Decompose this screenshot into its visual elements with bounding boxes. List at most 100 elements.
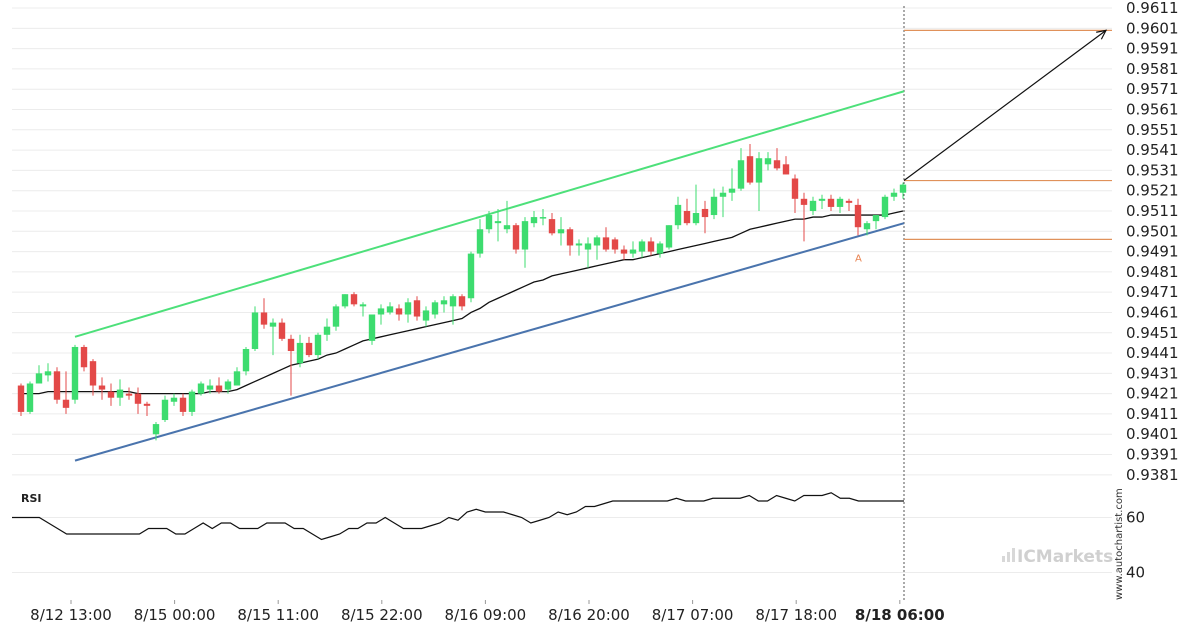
candle bbox=[692, 184, 700, 226]
price-tick-label: 0.9531 bbox=[1126, 161, 1179, 179]
candle-body bbox=[494, 221, 502, 224]
candle-body bbox=[125, 393, 133, 396]
price-tick-label: 0.9471 bbox=[1126, 283, 1179, 301]
candle bbox=[359, 302, 367, 317]
candle-body bbox=[854, 204, 862, 228]
candle-body bbox=[593, 237, 601, 246]
candle-body bbox=[278, 322, 286, 339]
level-lines bbox=[904, 29, 1112, 240]
candle bbox=[584, 237, 592, 268]
candle-body bbox=[557, 229, 565, 234]
price-tick-label: 0.9441 bbox=[1126, 344, 1179, 362]
candle bbox=[323, 318, 331, 341]
candle bbox=[269, 318, 277, 356]
candle bbox=[845, 198, 853, 211]
candle bbox=[809, 196, 817, 216]
candle-body bbox=[296, 342, 304, 364]
candle-body bbox=[827, 198, 835, 207]
candle bbox=[152, 422, 160, 441]
candle-body bbox=[467, 253, 475, 299]
candle bbox=[44, 363, 52, 382]
candle bbox=[53, 367, 61, 404]
candle-body bbox=[458, 296, 466, 307]
candle bbox=[170, 393, 178, 406]
price-tick-label: 0.9481 bbox=[1126, 263, 1179, 281]
candle bbox=[71, 344, 79, 404]
forecast-arrow bbox=[903, 29, 1108, 182]
candle-body bbox=[197, 383, 205, 394]
time-tick-label: 8/18 06:00 bbox=[855, 606, 945, 624]
candle-body bbox=[764, 158, 772, 165]
price-tick-label: 0.9391 bbox=[1126, 446, 1179, 464]
candle-body bbox=[179, 397, 187, 412]
watermark: www.autochartist.com bbox=[1114, 488, 1125, 600]
candle bbox=[332, 304, 340, 331]
candle bbox=[872, 215, 880, 230]
candle-body bbox=[413, 300, 421, 317]
candle bbox=[854, 198, 862, 236]
candle-body bbox=[161, 399, 169, 421]
candle bbox=[647, 237, 655, 256]
candle bbox=[611, 237, 619, 254]
candle bbox=[566, 227, 574, 256]
lower-channel-line bbox=[74, 222, 905, 462]
candle bbox=[728, 168, 736, 201]
moving-average-line bbox=[21, 210, 904, 395]
candle-body bbox=[260, 312, 268, 325]
price-tick-label: 0.9451 bbox=[1126, 324, 1179, 342]
candle-body bbox=[809, 200, 817, 211]
candle-body bbox=[17, 385, 25, 412]
candle-body bbox=[890, 192, 898, 197]
candle bbox=[278, 318, 286, 341]
candle bbox=[755, 152, 763, 211]
price-tick-label: 0.9541 bbox=[1126, 141, 1179, 159]
arrow-shaft bbox=[903, 29, 1107, 182]
candle-body bbox=[521, 221, 529, 250]
candles bbox=[17, 144, 907, 441]
candle-body bbox=[710, 196, 718, 216]
candle bbox=[287, 334, 295, 396]
candle-body bbox=[251, 312, 259, 349]
candle-body bbox=[800, 198, 808, 205]
candle-body bbox=[440, 300, 448, 305]
candle bbox=[602, 227, 610, 252]
candle-body bbox=[665, 225, 673, 248]
candle-body bbox=[107, 391, 115, 398]
candle bbox=[836, 196, 844, 214]
candle bbox=[899, 182, 907, 199]
candle bbox=[719, 186, 727, 218]
brand-bars-icon bbox=[1002, 548, 1015, 562]
candle bbox=[521, 217, 529, 268]
candle bbox=[746, 144, 754, 185]
candle-body bbox=[89, 361, 97, 386]
candle bbox=[341, 294, 349, 309]
candle bbox=[485, 210, 493, 234]
candle bbox=[629, 241, 637, 258]
candle bbox=[620, 245, 628, 260]
candle-body bbox=[233, 371, 241, 386]
candle bbox=[764, 152, 772, 171]
candle bbox=[422, 306, 430, 327]
time-tick-label: 8/16 09:00 bbox=[445, 606, 527, 624]
candle-body bbox=[71, 346, 79, 400]
candle bbox=[512, 223, 520, 254]
candle bbox=[683, 198, 691, 226]
candle-body bbox=[602, 237, 610, 250]
time-tick-label: 8/12 13:00 bbox=[30, 606, 112, 624]
candle-body bbox=[566, 229, 574, 246]
time-tick-label: 8/17 18:00 bbox=[755, 606, 837, 624]
candle bbox=[242, 346, 250, 376]
price-tick-label: 0.9411 bbox=[1126, 405, 1179, 423]
candle bbox=[404, 298, 412, 323]
grid bbox=[12, 7, 1112, 476]
candle-body bbox=[188, 391, 196, 412]
candle-body bbox=[224, 381, 232, 390]
candle-body bbox=[404, 302, 412, 315]
candle bbox=[215, 377, 223, 394]
candle bbox=[881, 194, 889, 220]
candle-body bbox=[548, 219, 556, 234]
candle-body bbox=[620, 249, 628, 254]
candle-body bbox=[341, 294, 349, 307]
candle-body bbox=[773, 160, 781, 169]
candle bbox=[98, 377, 106, 400]
